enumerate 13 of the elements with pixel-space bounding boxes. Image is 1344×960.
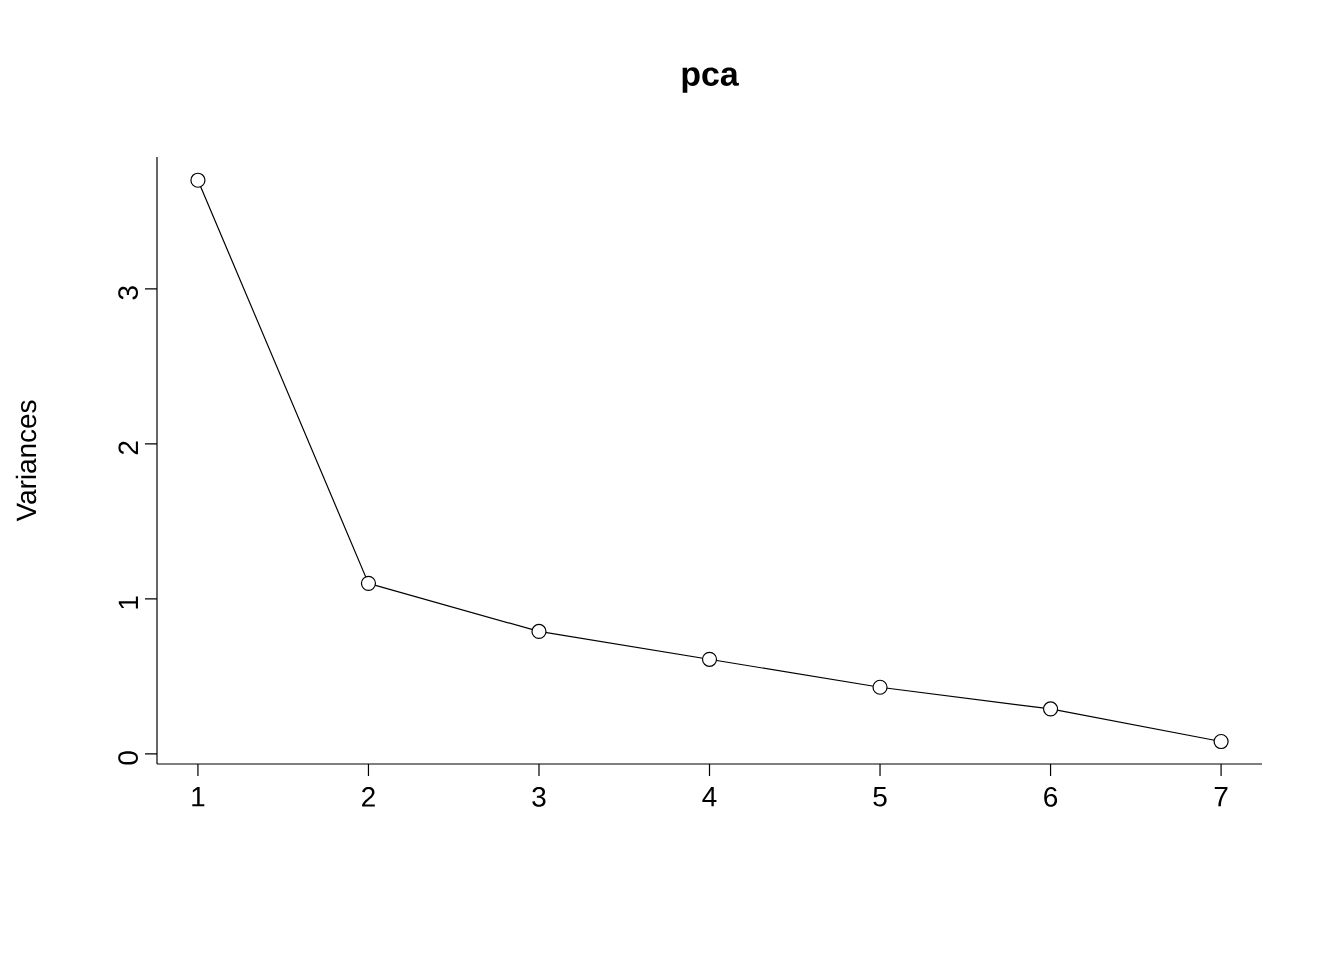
y-tick-label: 1 [118, 596, 138, 609]
x-tick-label: 1 [192, 787, 205, 807]
y-tick-label: 2 [118, 441, 138, 455]
x-tick-label: 2 [362, 787, 375, 807]
x-tick-label: 6 [1044, 787, 1058, 807]
chart-title: pca [682, 67, 739, 93]
x-tick-label: 4 [702, 787, 717, 807]
x-tick-label: 7 [1214, 787, 1228, 807]
y-tick-label: 3 [118, 286, 138, 300]
x-tick-label: 3 [532, 787, 546, 807]
x-tick-label: 5 [873, 787, 887, 807]
y-tick-label: 0 [118, 751, 138, 765]
y-axis-title: Variances [15, 400, 37, 522]
